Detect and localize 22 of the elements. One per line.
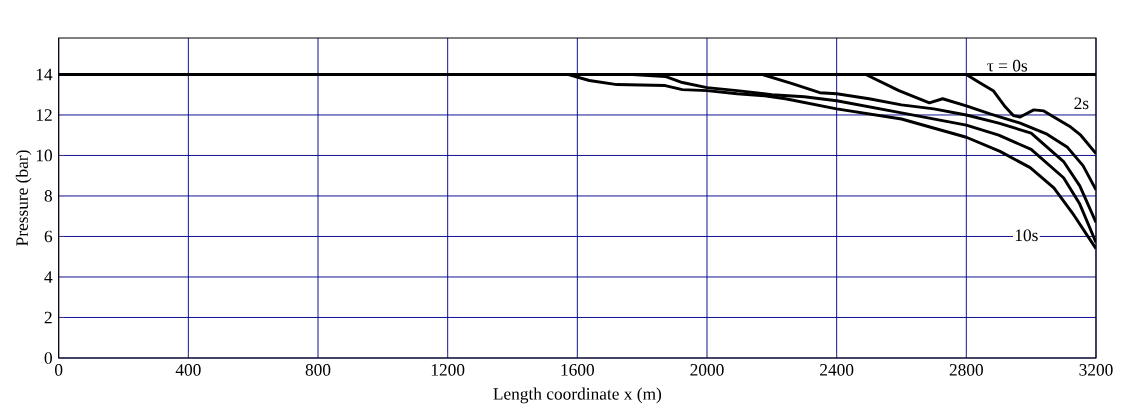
y-tick-label: 12 (36, 109, 52, 121)
x-tick-label: 400 (175, 364, 201, 376)
x-tick-label: 1200 (431, 364, 465, 376)
x-tick-label: 2000 (690, 364, 724, 376)
y-tick-label: 14 (36, 68, 53, 81)
x-tick-label: 3200 (1079, 364, 1113, 376)
x-tick-label: 0 (55, 364, 63, 376)
x-tick-label: 2800 (949, 364, 983, 376)
x-axis-title: Length coordinate x (m) (493, 387, 662, 404)
text: 10s (1015, 229, 1038, 242)
series-label: τ = 0s (987, 59, 1028, 72)
x-tick-label: 2400 (820, 364, 854, 376)
series-label: 2s (1074, 97, 1089, 110)
y-tick-label: 4 (44, 271, 53, 283)
x-tick-label: 1600 (561, 364, 595, 376)
y-tick-label: 0 (44, 352, 52, 364)
y-tick-label: 2 (44, 311, 52, 324)
y-tick-label: 8 (44, 190, 52, 202)
y-tick-label: 6 (44, 230, 53, 243)
x-tick-label: 800 (305, 364, 331, 376)
y-tick-label: 10 (36, 149, 52, 162)
y-axis-title: Pressure (bar) (15, 150, 32, 246)
